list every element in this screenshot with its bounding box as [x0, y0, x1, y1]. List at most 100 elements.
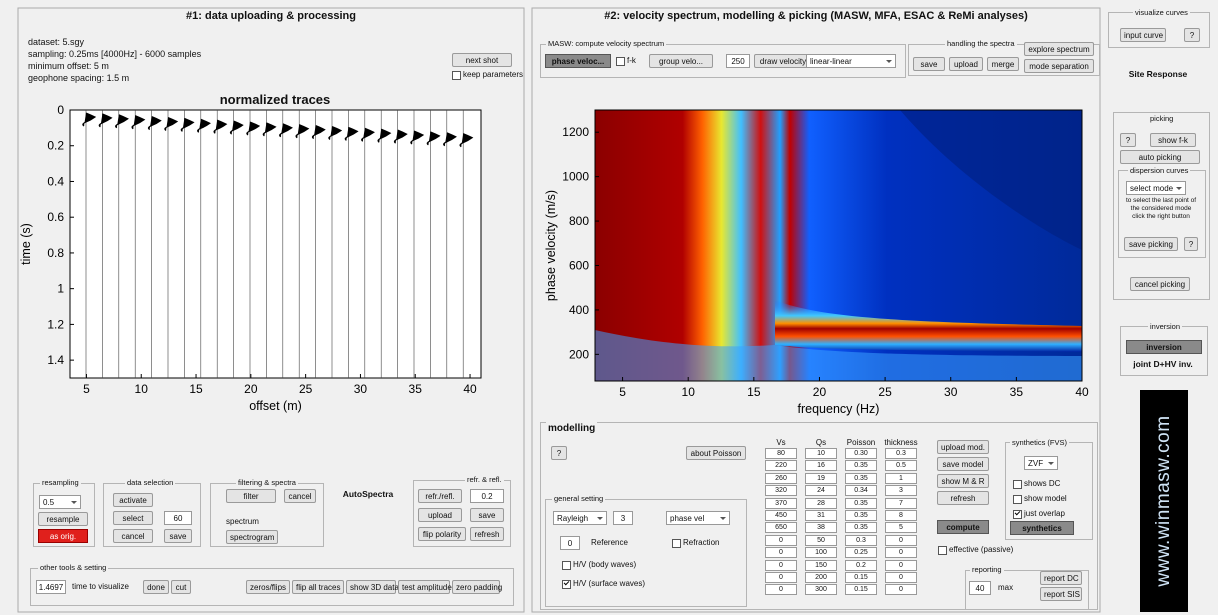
button[interactable]: refr./refl.: [418, 489, 462, 503]
checkbox[interactable]: H/V (body waves): [562, 558, 636, 572]
button[interactable]: ?: [1120, 133, 1136, 147]
button[interactable]: cancel picking: [1130, 277, 1190, 291]
input-field[interactable]: 10: [805, 448, 837, 459]
button[interactable]: explore spectrum: [1024, 42, 1094, 56]
input-field[interactable]: 3: [613, 511, 633, 525]
button[interactable]: resample: [38, 512, 88, 526]
input-field[interactable]: 0.35: [845, 510, 877, 521]
button[interactable]: upload mod.: [937, 440, 989, 454]
checkbox[interactable]: just overlap: [1013, 507, 1065, 521]
input-field[interactable]: 50: [805, 534, 837, 546]
dropdown[interactable]: select mode: [1126, 181, 1186, 195]
button[interactable]: zero padding: [452, 580, 502, 594]
checkbox[interactable]: f-k: [616, 54, 636, 68]
input-field[interactable]: 0: [765, 572, 797, 583]
button[interactable]: ?: [551, 446, 567, 460]
button[interactable]: ?: [1184, 28, 1200, 42]
button[interactable]: refresh: [937, 491, 989, 505]
input-field[interactable]: 0.25: [845, 547, 877, 559]
dropdown[interactable]: linear-linear: [806, 54, 896, 68]
button[interactable]: show M & R: [937, 474, 989, 488]
button[interactable]: auto picking: [1120, 150, 1200, 164]
button[interactable]: save model: [937, 457, 989, 471]
button[interactable]: zeros/flips: [246, 580, 290, 594]
input-field[interactable]: 0.5: [885, 460, 917, 472]
button[interactable]: spectrogram: [226, 530, 278, 544]
input-field[interactable]: 0: [560, 536, 580, 550]
input-field[interactable]: 28: [805, 497, 837, 509]
button[interactable]: next shot: [452, 53, 512, 67]
button[interactable]: test amplitude: [398, 580, 452, 594]
input-field[interactable]: 5: [885, 522, 917, 534]
input-field[interactable]: 1.4697: [36, 580, 66, 594]
button[interactable]: group velo...: [649, 54, 713, 68]
input-field[interactable]: 450: [765, 510, 797, 521]
input-field[interactable]: 0.34: [845, 485, 877, 497]
input-field[interactable]: 200: [805, 572, 837, 583]
input-field[interactable]: 1: [885, 472, 917, 484]
input-field[interactable]: 38: [805, 522, 837, 534]
button[interactable]: ?: [1184, 237, 1198, 251]
input-field[interactable]: 0.3: [845, 534, 877, 546]
input-field[interactable]: 19: [805, 472, 837, 484]
input-field[interactable]: 0.35: [845, 472, 877, 484]
button[interactable]: mode separation: [1024, 59, 1094, 73]
button[interactable]: done: [143, 580, 169, 594]
button[interactable]: phase veloc...: [545, 54, 611, 68]
checkbox[interactable]: Refraction: [672, 536, 719, 550]
button[interactable]: save: [913, 57, 945, 71]
input-field[interactable]: 31: [805, 510, 837, 521]
button[interactable]: merge: [987, 57, 1019, 71]
checkbox[interactable]: effective (passive): [938, 543, 1013, 557]
button[interactable]: compute: [937, 520, 989, 534]
button[interactable]: cancel: [113, 529, 153, 543]
button[interactable]: about Poisson: [686, 446, 746, 460]
input-field[interactable]: 220: [765, 460, 797, 472]
input-field[interactable]: 300: [805, 584, 837, 596]
button[interactable]: activate: [113, 493, 153, 507]
checkbox[interactable]: H/V (surface waves): [562, 577, 645, 591]
checkbox[interactable]: keep parameters: [452, 68, 523, 82]
button[interactable]: cancel: [284, 489, 316, 503]
button[interactable]: select: [113, 511, 153, 525]
input-field[interactable]: 3: [885, 485, 917, 497]
input-field[interactable]: 40: [969, 581, 991, 595]
input-field[interactable]: 0: [765, 534, 797, 546]
dropdown[interactable]: 0.5: [39, 495, 81, 509]
input-field[interactable]: 7: [885, 497, 917, 509]
dropdown[interactable]: ZVF: [1024, 456, 1058, 470]
button[interactable]: save: [164, 529, 192, 543]
button[interactable]: filter: [226, 489, 276, 503]
input-field[interactable]: 0: [765, 547, 797, 559]
input-field[interactable]: 0: [765, 584, 797, 596]
button[interactable]: as orig.: [38, 529, 88, 543]
input-field[interactable]: 0.35: [845, 497, 877, 509]
button[interactable]: show 3D data: [346, 580, 399, 594]
button[interactable]: report DC: [1040, 571, 1082, 585]
input-field[interactable]: 0.35: [845, 522, 877, 534]
button[interactable]: draw velocity: [754, 54, 812, 68]
button[interactable]: synthetics: [1010, 521, 1074, 535]
input-field[interactable]: 0.30: [845, 448, 877, 459]
input-field[interactable]: 0.3: [885, 448, 917, 459]
input-field[interactable]: 0: [885, 572, 917, 583]
button[interactable]: refresh: [470, 527, 504, 541]
input-field[interactable]: 650: [765, 522, 797, 534]
dropdown[interactable]: Rayleigh: [553, 511, 607, 525]
input-field[interactable]: 370: [765, 497, 797, 509]
button[interactable]: cut: [171, 580, 191, 594]
input-field[interactable]: 0: [885, 534, 917, 546]
input-field[interactable]: 260: [765, 472, 797, 484]
input-field[interactable]: 8: [885, 510, 917, 521]
input-field[interactable]: 150: [805, 559, 837, 571]
checkbox[interactable]: show model: [1013, 492, 1067, 506]
button[interactable]: report SIS: [1040, 587, 1082, 601]
input-field[interactable]: 0: [765, 559, 797, 571]
input-field[interactable]: 0: [885, 584, 917, 596]
button[interactable]: flip polarity: [418, 527, 466, 541]
input-field[interactable]: 0.35: [845, 460, 877, 472]
button[interactable]: inversion: [1126, 340, 1202, 354]
input-field[interactable]: 320: [765, 485, 797, 497]
button[interactable]: input curve: [1120, 28, 1166, 42]
dropdown[interactable]: phase vel: [666, 511, 730, 525]
